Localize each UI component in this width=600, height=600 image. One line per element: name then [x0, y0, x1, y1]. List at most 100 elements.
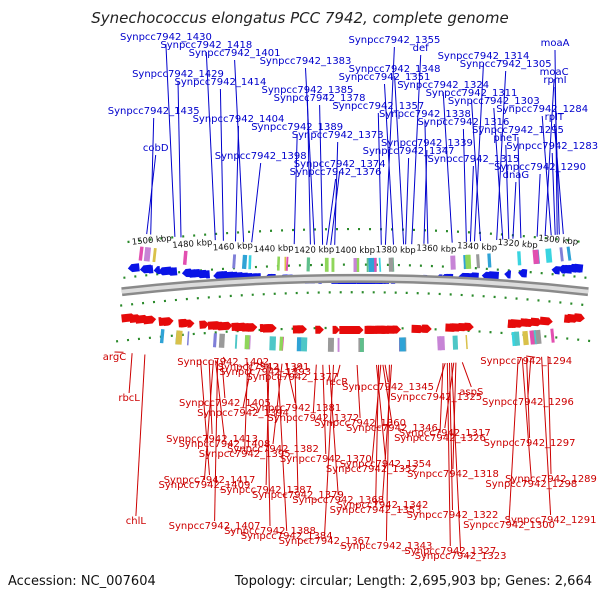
reverse-gene-label[interactable]: Synpcc7942_1382 [227, 444, 319, 455]
forward-gene-label[interactable]: Synpcc7942_1338 [379, 109, 471, 120]
reverse-gene-label[interactable]: chlL [126, 516, 147, 527]
reverse-gene-label[interactable]: Synpcc7942_1393 [219, 367, 311, 378]
reverse-gene-label[interactable]: Synpcc7942_1413 [166, 434, 258, 445]
reverse-gene-label[interactable]: Synpcc7942_1367 [279, 536, 371, 547]
reverse-gene-label[interactable]: Synpcc7942_1394 [197, 408, 289, 419]
reverse-gene-label[interactable]: rbcL [118, 393, 140, 404]
label-leader-line [462, 128, 467, 242]
forward-gene-label[interactable]: Synpcc7942_1357 [332, 101, 424, 112]
forward-gene-label[interactable]: dnaG [503, 170, 530, 181]
forward-gene-label[interactable]: Synpcc7942_1373 [292, 130, 384, 141]
reverse-gene-label[interactable]: Synpcc7942_1346 [346, 423, 438, 434]
reverse-gene-arrow [564, 264, 572, 274]
reverse-gene-label[interactable]: Synpcc7942_1395 [199, 449, 291, 460]
reverse-gene-label[interactable]: Synpcc7942_1296 [482, 397, 574, 408]
forward-gene-label[interactable]: Synpcc7942_1351 [339, 72, 431, 83]
forward-gene-label[interactable]: Synpcc7942_1284 [496, 104, 588, 115]
forward-gene-label[interactable]: Synpcc7942_1315 [427, 154, 519, 165]
forward-gene-label[interactable]: Synpcc7942_1314 [438, 51, 530, 62]
reverse-gene-label[interactable]: Synpcc7942_1417 [164, 475, 256, 486]
reverse-gene-label[interactable]: Synpcc7942_1402 [177, 357, 269, 368]
forward-gene-label[interactable]: Synpcc7942_1295 [472, 125, 564, 136]
forward-gene-label[interactable]: moaC [540, 67, 569, 78]
label-leader-line [553, 123, 564, 235]
forward-gene-label[interactable]: Synpcc7942_1347 [363, 146, 455, 157]
forward-gene-label[interactable]: Synpcc7942_1316 [417, 117, 509, 128]
reverse-gene-label[interactable]: Synpcc7942_1409 [158, 480, 250, 491]
forward-gene-arrow [186, 319, 195, 328]
reverse-gene-label[interactable]: Synpcc7942_1323 [415, 551, 507, 562]
forward-gene-label[interactable]: Synpcc7942_1401 [189, 48, 281, 59]
reverse-gene-label[interactable]: Synpcc7942_1326 [394, 433, 486, 444]
reverse-gene-label[interactable]: recR [326, 377, 349, 388]
forward-gene-label[interactable]: Synpcc7942_1290 [494, 162, 586, 173]
reverse-gene-label[interactable]: Synpcc7942_1372 [267, 413, 359, 424]
forward-gene-label[interactable]: pheT [493, 133, 519, 144]
reverse-gene-label[interactable]: Synpcc7942_1408 [179, 439, 271, 450]
reverse-gene-label[interactable]: Synpcc7942_1325 [390, 392, 482, 403]
reverse-gene-label[interactable]: Synpcc7942_1289 [505, 474, 597, 485]
reverse-gene-label[interactable]: Synpcc7942_1387 [220, 485, 312, 496]
reverse-gene-label[interactable]: Synpcc7942_1368 [292, 495, 384, 506]
reverse-gene-label[interactable]: Synpcc7942_1388 [224, 526, 316, 537]
forward-gene-label[interactable]: Synpcc7942_1305 [460, 59, 552, 70]
forward-gene-label[interactable]: Synpcc7942_1348 [349, 64, 441, 75]
reverse-gene-label[interactable]: Synpcc7942_1327 [404, 546, 496, 557]
reverse-gene-label[interactable]: argC [103, 352, 126, 363]
label-leader-line [451, 362, 462, 552]
forward-gene-label[interactable]: Synpcc7942_1430 [120, 32, 212, 43]
reverse-gene-label[interactable]: Synpcc7942_1345 [342, 382, 434, 393]
reverse-gene-label[interactable]: Synpcc7942_1391 [218, 362, 310, 373]
reverse-gene-label[interactable]: Synpcc7942_1291 [505, 515, 597, 526]
forward-gene-label[interactable]: Synpcc7942_1324 [397, 80, 489, 91]
forward-gene-label[interactable]: Synpcc7942_1389 [251, 122, 343, 133]
reverse-gene-label[interactable]: aspS [459, 387, 483, 398]
label-leader-line [285, 363, 296, 404]
label-leader-line [517, 136, 522, 239]
forward-gene-arrow [249, 323, 257, 332]
reverse-gene-label[interactable]: Synpcc7942_1343 [340, 541, 432, 552]
label-leader-line [235, 125, 239, 242]
forward-gene-label[interactable]: Synpcc7942_1283 [506, 141, 598, 152]
forward-gene-label[interactable]: Synpcc7942_1374 [294, 159, 386, 170]
reverse-gene-label[interactable]: Synpcc7942_1381 [249, 403, 341, 414]
forward-gene-label[interactable]: rplT [545, 112, 565, 123]
forward-gene-label[interactable]: Synpcc7942_1355 [348, 35, 440, 46]
reverse-gene-label[interactable]: Synpcc7942_1352 [326, 464, 418, 475]
reverse-gene-label[interactable]: Synpcc7942_1318 [407, 469, 499, 480]
reverse-gene-label[interactable]: Synpcc7942_1322 [407, 510, 499, 521]
forward-gene-label[interactable]: Synpcc7942_1303 [448, 96, 540, 107]
forward-gene-label[interactable]: Synpcc7942_1435 [108, 106, 200, 117]
reverse-gene-label[interactable]: Synpcc7942_1317 [399, 428, 491, 439]
reverse-gene-label[interactable]: Synpcc7942_1297 [484, 438, 576, 449]
forward-gene-label[interactable]: Synpcc7942_1311 [426, 88, 518, 99]
reverse-gene-label[interactable]: Synpcc7942_1379 [252, 490, 344, 501]
forward-gene-label[interactable]: rpmI [543, 75, 566, 86]
forward-gene-label[interactable]: Synpcc7942_1398 [215, 151, 307, 162]
reverse-gene-label[interactable]: Synpcc7942_1298 [485, 479, 577, 490]
reverse-gene-label[interactable]: Synpcc7942_1384 [241, 531, 333, 542]
forward-gene-label[interactable]: Synpcc7942_1376 [290, 167, 382, 178]
forward-gene-label[interactable]: moaA [541, 38, 570, 49]
reverse-gene-label[interactable]: Synpcc7942_1360 [314, 418, 406, 429]
forward-gene-label[interactable]: cobD [143, 143, 169, 154]
forward-gene-label[interactable]: Synpcc7942_1383 [260, 56, 352, 67]
reverse-gene-label[interactable]: Synpcc7942_1300 [463, 520, 555, 531]
forward-gene-label[interactable]: Synpcc7942_1429 [132, 69, 224, 80]
reverse-gene-label[interactable]: Synpcc7942_1407 [169, 521, 261, 532]
reverse-gene-label[interactable]: Synpcc7942_1377 [246, 372, 338, 383]
forward-gene-label[interactable]: Synpcc7942_1385 [261, 85, 353, 96]
forward-gene-label[interactable]: Synpcc7942_1414 [174, 77, 266, 88]
forward-gene-label[interactable]: Synpcc7942_1378 [274, 93, 366, 104]
forward-gene-label[interactable]: Synpcc7942_1339 [381, 138, 473, 149]
reverse-gene-label[interactable]: Synpcc7942_1354 [340, 459, 432, 470]
reverse-gene-label[interactable]: Synpcc7942_1353 [330, 505, 422, 516]
forward-gene-label[interactable]: Synpcc7942_1418 [160, 40, 252, 51]
reverse-gene-label[interactable]: Synpcc7942_1342 [337, 500, 429, 511]
reverse-gene-label[interactable]: Synpcc7942_1405 [179, 398, 271, 409]
forward-gene-label[interactable]: Synpcc7942_1404 [193, 114, 285, 125]
reverse-gene-label[interactable]: Synpcc7942_1294 [480, 356, 572, 367]
forward-gene-label[interactable]: def [413, 43, 430, 54]
reverse-gene-label[interactable]: Synpcc7942_1370 [280, 454, 372, 465]
label-leader-line [305, 67, 315, 245]
